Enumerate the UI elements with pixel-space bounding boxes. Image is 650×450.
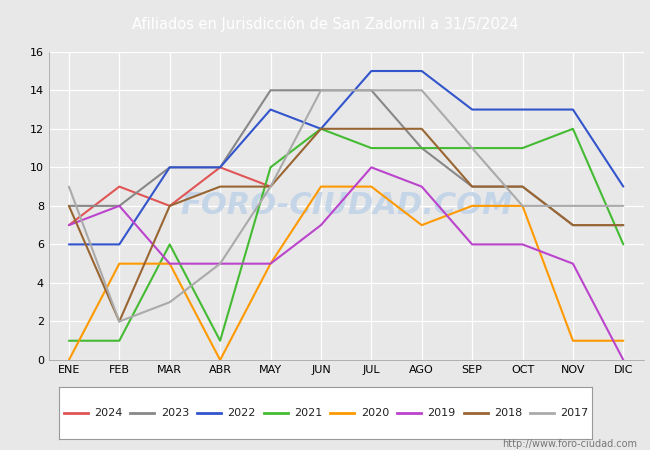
Text: 2021: 2021 — [294, 408, 322, 418]
Text: 2017: 2017 — [560, 408, 589, 418]
Text: 2019: 2019 — [427, 408, 456, 418]
Text: http://www.foro-ciudad.com: http://www.foro-ciudad.com — [502, 439, 637, 449]
Text: Afiliados en Jurisdicción de San Zadornil a 31/5/2024: Afiliados en Jurisdicción de San Zadorni… — [132, 16, 518, 32]
Text: 2020: 2020 — [361, 408, 389, 418]
Text: 2023: 2023 — [161, 408, 189, 418]
Text: 2022: 2022 — [227, 408, 256, 418]
Text: FORO-CIUDAD.COM: FORO-CIUDAD.COM — [180, 191, 512, 220]
Text: 2024: 2024 — [94, 408, 123, 418]
Text: 2018: 2018 — [494, 408, 522, 418]
